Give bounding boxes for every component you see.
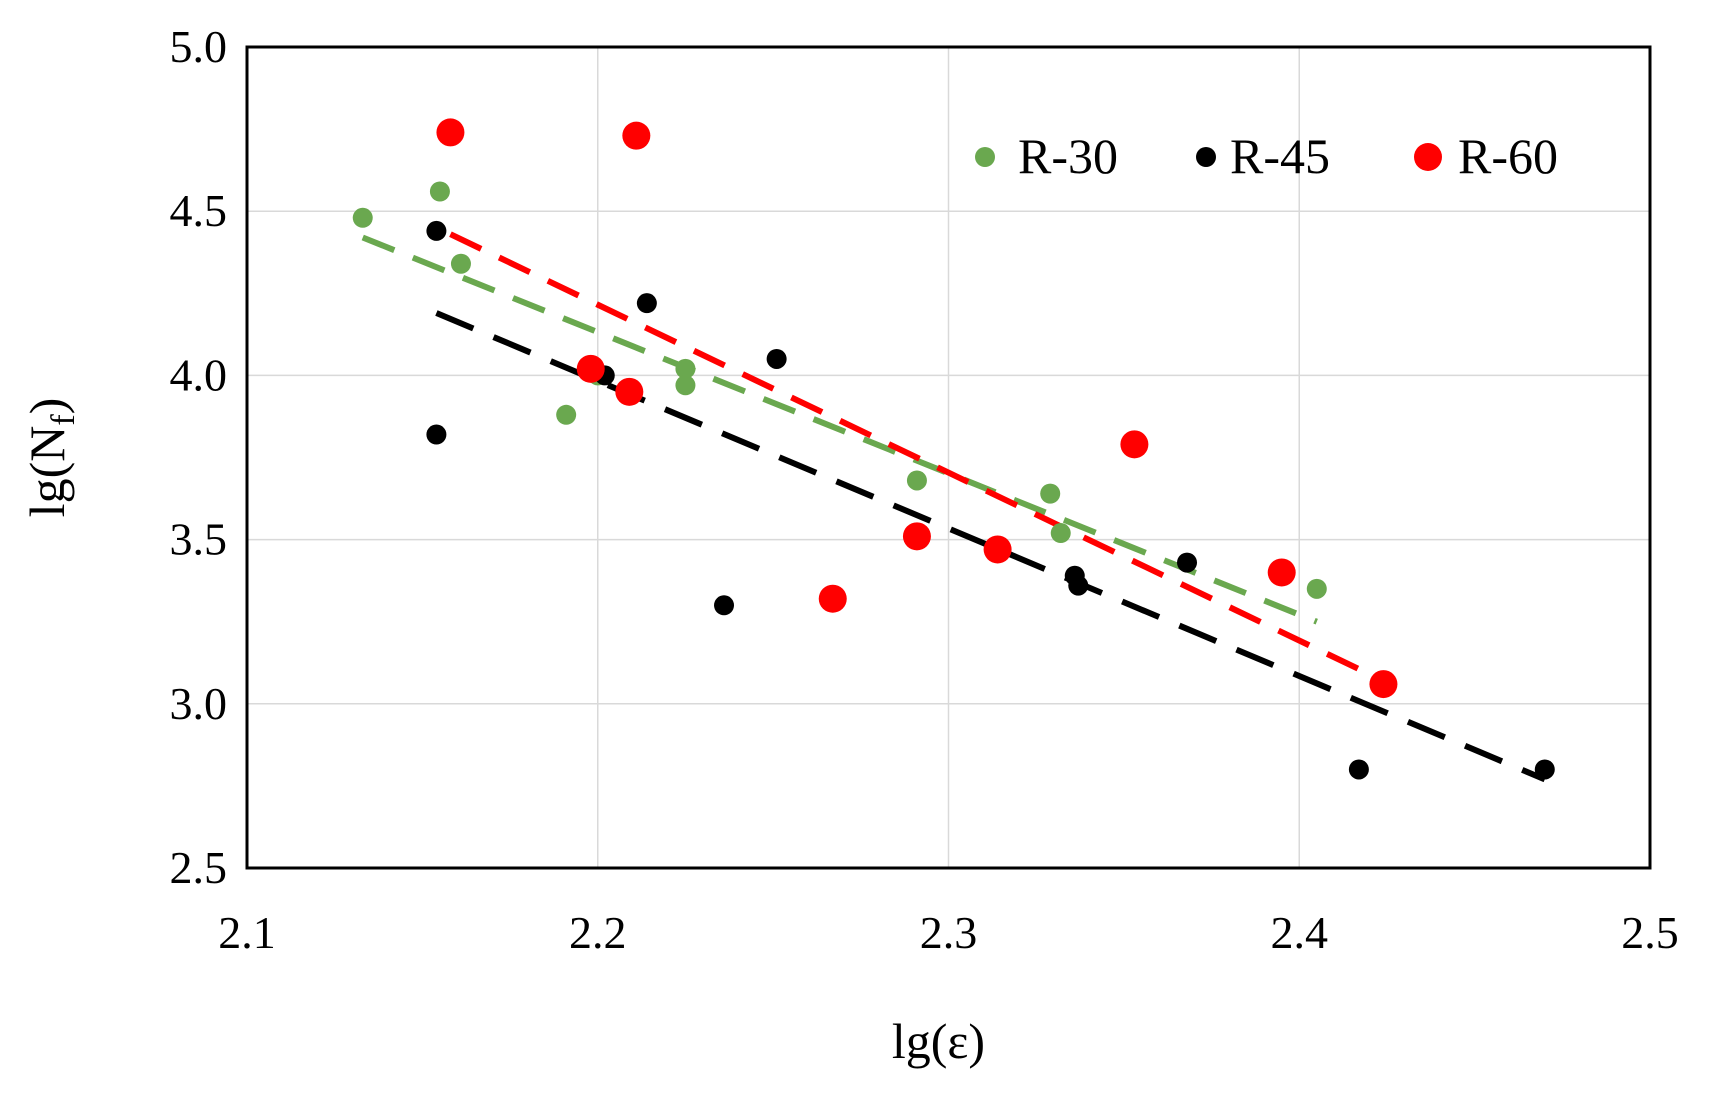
- y-tick-label-4: 4.5: [170, 185, 228, 236]
- point-r-30-5: [675, 358, 696, 379]
- y-axis-title-main: lg(N: [19, 426, 75, 518]
- legend-label-r-45: R-45: [1230, 128, 1330, 184]
- point-r-60-6: [983, 535, 1012, 564]
- y-tick-label-3: 4.0: [170, 349, 228, 400]
- point-r-30-10: [1306, 578, 1327, 599]
- y-tick-label-2: 3.5: [170, 514, 228, 565]
- x-axis-title: lg(ε): [892, 1013, 985, 1069]
- y-axis-ticks: 2.5 3.0 3.5 4.0 4.5 5.0: [170, 21, 228, 893]
- x-axis-ticks: 2.1 2.2 2.3 2.4 2.5: [218, 907, 1679, 958]
- point-r-60-4: [818, 584, 847, 613]
- legend-marker-r-30: [975, 147, 995, 167]
- y-tick-label-0: 2.5: [170, 842, 228, 893]
- x-tick-label-0: 2.1: [218, 907, 276, 958]
- legend-label-r-30: R-30: [1018, 128, 1118, 184]
- point-r-45-0: [426, 220, 447, 241]
- y-tick-label-5: 5.0: [170, 21, 228, 72]
- point-r-60-2: [576, 354, 605, 383]
- point-r-45-7: [1068, 575, 1089, 596]
- legend-item-r-60: R-60: [1414, 128, 1558, 184]
- point-r-45-1: [426, 424, 447, 445]
- y-axis-title-close: ): [19, 398, 75, 415]
- point-r-45-10: [1534, 759, 1555, 780]
- x-tick-label-4: 2.5: [1621, 907, 1679, 958]
- legend-item-r-45: R-45: [1196, 128, 1330, 184]
- legend-marker-r-60: [1414, 143, 1442, 171]
- trendline-r-30: [361, 234, 1318, 625]
- point-r-60-0: [436, 118, 465, 147]
- y-axis-title: lg(Nf): [19, 398, 82, 518]
- point-r-45-5: [766, 348, 787, 369]
- x-tick-label-1: 2.2: [569, 907, 627, 958]
- point-r-45-3: [636, 293, 657, 314]
- point-r-45-4: [714, 595, 735, 616]
- point-r-30-6: [675, 375, 696, 396]
- point-r-60-5: [902, 522, 931, 551]
- point-r-30-9: [1050, 523, 1071, 544]
- point-r-60-3: [615, 377, 644, 406]
- point-r-60-7: [1120, 430, 1149, 459]
- point-r-30-3: [556, 404, 577, 425]
- trendline-r-60: [449, 231, 1385, 684]
- x-tick-label-2: 2.3: [920, 907, 978, 958]
- legend: R-30 R-45 R-60: [975, 128, 1558, 184]
- y-tick-label-1: 3.0: [170, 678, 228, 729]
- y-axis-title-subscript: f: [45, 414, 82, 426]
- point-r-30-7: [906, 470, 927, 491]
- point-r-30-0: [352, 207, 373, 228]
- point-r-30-8: [1040, 483, 1061, 504]
- legend-label-r-60: R-60: [1458, 128, 1558, 184]
- point-r-45-9: [1348, 759, 1369, 780]
- point-r-30-1: [429, 181, 450, 202]
- plot-frame: [245, 45, 1652, 870]
- legend-marker-r-45: [1196, 147, 1216, 167]
- point-r-30-2: [450, 253, 471, 274]
- data-points: [352, 118, 1555, 780]
- point-r-60-9: [1369, 670, 1398, 699]
- point-r-45-8: [1177, 552, 1198, 573]
- legend-item-r-30: R-30: [975, 128, 1118, 184]
- point-r-60-8: [1267, 558, 1296, 587]
- x-tick-label-3: 2.4: [1271, 907, 1329, 958]
- point-r-60-1: [622, 121, 651, 150]
